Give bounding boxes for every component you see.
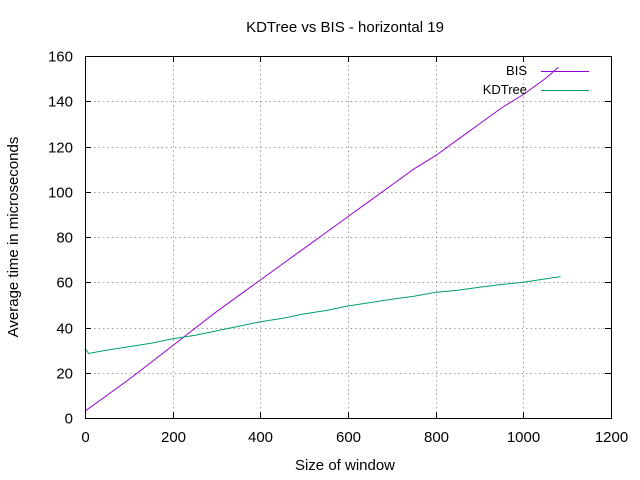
y-tick-label: 120	[48, 140, 73, 157]
y-tick-label: 40	[56, 321, 73, 338]
x-tick-label: 1000	[507, 429, 540, 446]
x-tick-label: 1200	[595, 429, 628, 446]
y-axis-label: Average time in microseconds	[5, 137, 22, 338]
x-tick-label: 600	[336, 429, 361, 446]
y-tick-label: 80	[56, 230, 73, 247]
y-tick-label: 20	[56, 366, 73, 383]
x-axis-label: Size of window	[295, 457, 395, 474]
y-tick-label: 100	[48, 185, 73, 202]
ticks: 0 200 400 600 800 1000 1200 0 20 40 60 80 100 120 140 1…	[48, 49, 628, 447]
y-tick-label: 60	[56, 275, 73, 292]
legend-label: BIS	[506, 63, 527, 78]
x-tick-label: 400	[248, 429, 273, 446]
series-line-bis	[84, 66, 559, 412]
y-tick-label: 160	[48, 49, 73, 66]
series-layer	[84, 66, 561, 412]
series-line-kdtree	[84, 276, 561, 355]
y-tick-label: 140	[48, 94, 73, 111]
legend-label: KDTree	[483, 82, 527, 97]
legend: BIS KDTree	[483, 63, 589, 97]
chart-title: KDTree vs BIS - horizontal 19	[246, 19, 444, 36]
x-tick-label: 800	[424, 429, 449, 446]
x-tick-label: 200	[161, 429, 186, 446]
y-tick-label: 0	[65, 411, 73, 428]
x-tick-label: 0	[81, 429, 89, 446]
grid	[85, 56, 611, 418]
